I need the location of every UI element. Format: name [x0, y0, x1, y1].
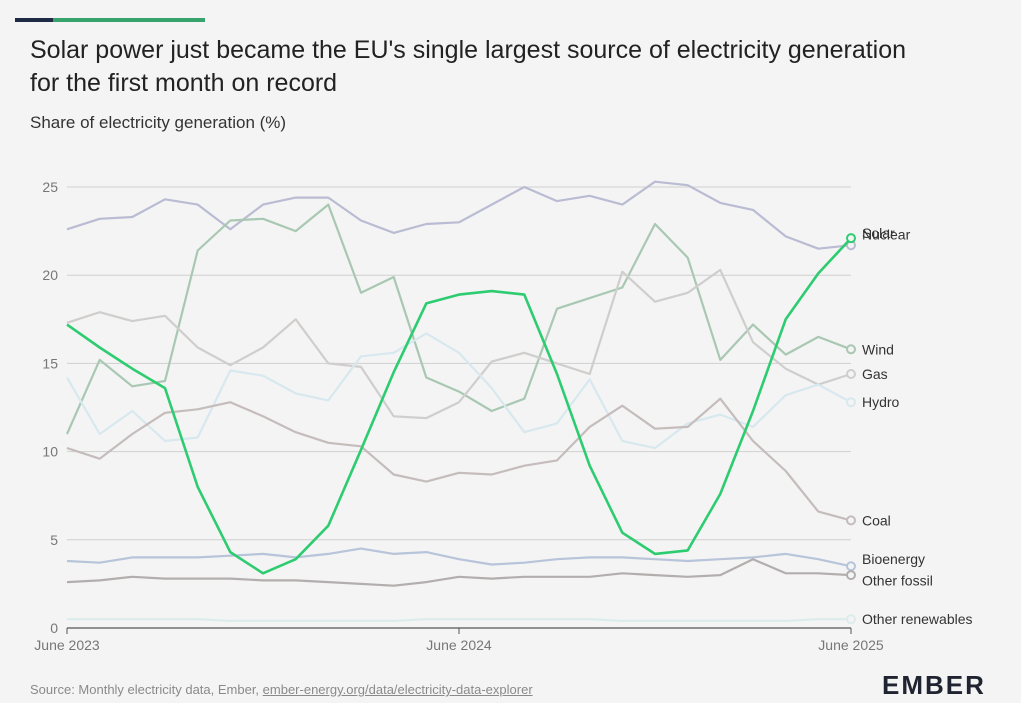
series-line-coal	[66, 397, 852, 522]
source-prefix: Source: Monthly electricity data, Ember,	[30, 682, 263, 697]
accent-bar-dark	[15, 18, 53, 22]
series-label-wind: Wind	[862, 341, 894, 357]
series-endpoint-other-renewables	[846, 614, 856, 625]
chart-subtitle: Share of electricity generation (%)	[30, 113, 287, 132]
source-note: Source: Monthly electricity data, Ember,…	[30, 682, 533, 697]
y-tick-label: 0	[50, 620, 58, 636]
series-label-nuclear: Nuclear	[862, 227, 911, 243]
series-label-hydro: Hydro	[862, 394, 900, 410]
series-line-other-renewables	[67, 618, 851, 623]
series-layer	[65, 180, 856, 625]
y-tick-label: 20	[42, 267, 58, 283]
accent-bar-green	[53, 18, 205, 22]
series-endpoint-hydro	[846, 397, 856, 408]
series-endpoint-solar	[846, 233, 856, 244]
y-tick-label: 15	[42, 355, 58, 371]
series-line-wind	[65, 203, 852, 435]
grid-layer: 0 5 10 15 20 25 June 2023 June 2024 June 2025	[34, 179, 884, 653]
series-endpoint-bioenergy	[846, 561, 856, 572]
x-tick-label: June 2025	[818, 637, 884, 653]
series-label-solar: Solar	[862, 225, 895, 241]
header-accent-bar	[15, 18, 205, 22]
series-endpoint-gas	[846, 368, 856, 379]
series-endpoint-coal	[846, 515, 856, 526]
ember-logo: EMBER	[882, 670, 986, 701]
x-tick-label: June 2023	[34, 637, 100, 653]
series-label-bioenergy: Bioenergy	[862, 551, 925, 567]
series-line-solar	[66, 237, 852, 575]
series-endpoint-wind	[846, 344, 856, 355]
series-label-other-renewables: Other renewables	[862, 611, 973, 627]
source-link[interactable]: ember-energy.org/data/electricity-data-e…	[262, 682, 533, 697]
series-line-other-fossil	[66, 558, 852, 587]
series-label-coal: Coal	[862, 512, 891, 528]
y-tick-label: 25	[42, 179, 58, 195]
series-line-gas	[66, 268, 852, 420]
label-layer: Nuclear Wind Gas Hydro Coal Bioenergy Other fo…	[862, 225, 973, 627]
x-tick-label: June 2024	[426, 637, 492, 653]
series-line-bioenergy	[66, 547, 852, 568]
y-tick-label: 5	[50, 532, 58, 548]
series-line-hydro	[66, 332, 852, 450]
series-label-other-fossil: Other fossil	[862, 572, 933, 588]
series-endpoint-other-fossil	[846, 570, 856, 581]
y-tick-label: 10	[42, 444, 58, 460]
logo-text: EMBER	[882, 670, 986, 700]
series-label-gas: Gas	[862, 366, 888, 382]
chart-title: Solar power just became the EU's single …	[30, 36, 907, 97]
series-line-nuclear	[66, 180, 852, 250]
